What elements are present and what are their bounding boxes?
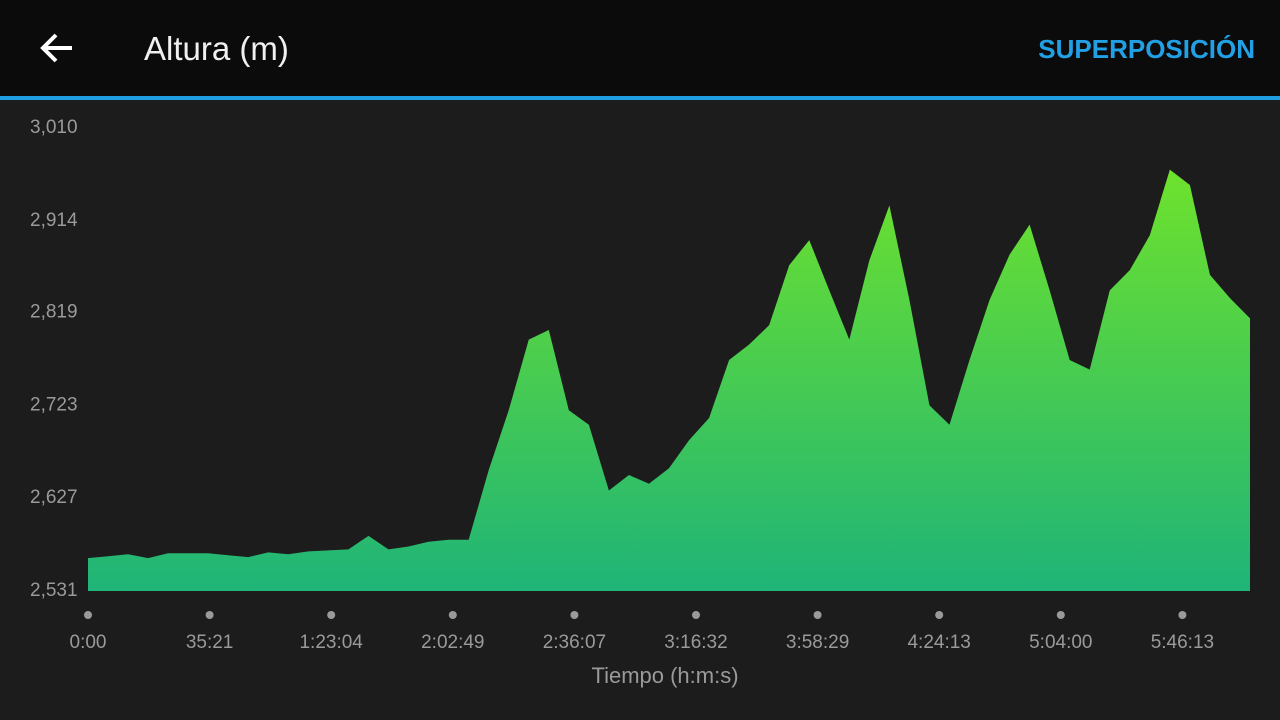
x-tick-dot [448,611,457,619]
x-tick-dot [692,611,700,619]
x-tick-label: 3:16:32 [664,632,727,653]
x-tick-label: 5:04:00 [1029,632,1092,653]
x-tick-dot [1056,611,1065,619]
overlay-button[interactable]: SUPERPOSICIÓN [1038,34,1255,64]
x-tick-label: 1:23:04 [299,632,363,653]
x-tick-dot [327,611,336,619]
x-tick-dot [205,611,214,619]
app-bar: Altura (m) SUPERPOSICIÓN [0,0,1280,100]
screen-title: Altura (m) [144,30,289,67]
y-tick-label: 2,819 [30,302,78,323]
x-tick-label: 3:58:29 [786,632,849,653]
x-tick-dot [570,611,579,619]
y-tick-label: 2,723 [30,394,78,415]
x-tick-dot [84,611,92,619]
back-button[interactable] [38,28,78,68]
y-tick-label: 2,914 [30,210,78,231]
x-tick-label: 35:21 [186,632,234,653]
x-tick-label: 4:24:13 [907,632,970,653]
x-tick-label: 5:46:13 [1151,632,1214,653]
back-arrow [40,33,72,63]
x-tick-dot [1178,611,1187,619]
x-tick-label: 0:00 [70,632,107,653]
x-tick-label: 2:36:07 [543,632,606,653]
x-axis-label: Tiempo (h:m:s) [591,663,738,688]
elevation-area [88,169,1250,592]
y-tick-label: 2,531 [30,580,78,601]
x-tick-dot [935,611,944,619]
x-tick-dot [813,611,822,619]
y-tick-label: 3,010 [30,117,78,138]
y-tick-label: 2,627 [30,487,78,508]
x-tick-label: 2:02:49 [421,632,484,653]
